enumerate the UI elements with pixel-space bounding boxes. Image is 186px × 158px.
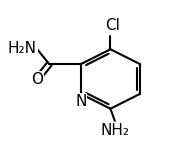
Text: O: O: [31, 72, 43, 87]
Text: H₂N: H₂N: [8, 41, 37, 56]
Text: NH₂: NH₂: [100, 123, 129, 138]
Text: N: N: [75, 94, 86, 109]
Text: Cl: Cl: [105, 18, 120, 33]
